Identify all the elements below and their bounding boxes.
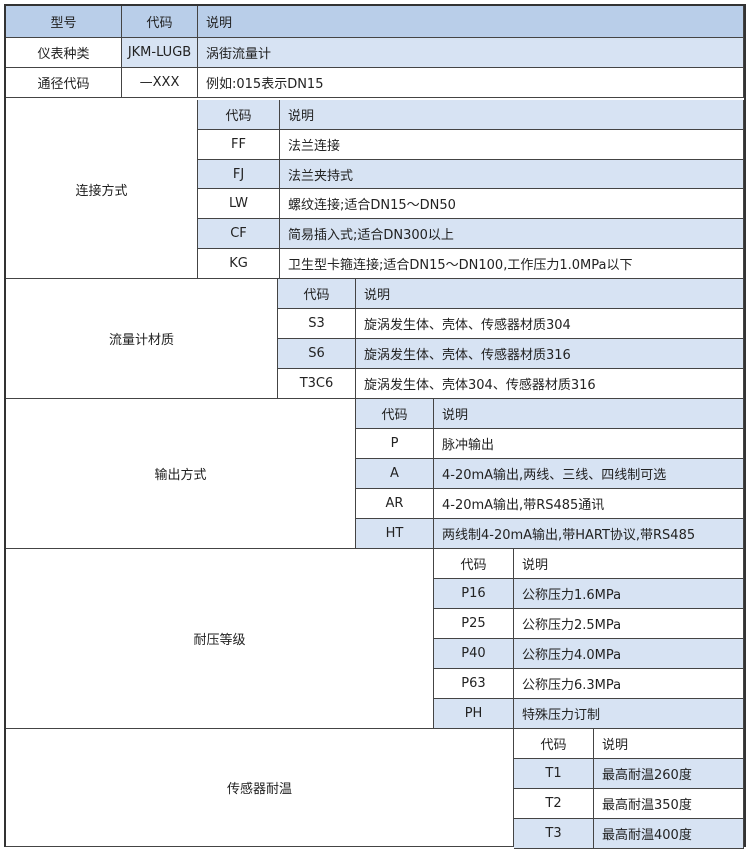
option-code: T1 [514, 759, 594, 789]
option-description: 最高耐温400度 [594, 819, 744, 849]
option-description: 公称压力4.0MPa [514, 639, 744, 669]
top-row-code: JKM-LUGB [122, 38, 198, 68]
option-description: 螺纹连接;适合DN15～DN50 [280, 189, 744, 219]
option-code: T3 [514, 819, 594, 849]
description-header: 说明 [594, 729, 744, 759]
option-description: 公称压力2.5MPa [514, 609, 744, 639]
option-description: 旋涡发生体、壳体、传感器材质316 [356, 339, 744, 369]
section-label: 传感器耐温 [6, 729, 514, 847]
option-description: 法兰夹持式 [280, 160, 744, 189]
option-code: FJ [198, 160, 280, 189]
option-code: P25 [434, 609, 514, 639]
option-description: 4-20mA输出,带RS485通讯 [434, 489, 744, 519]
option-code: T3C6 [278, 369, 356, 399]
code-header: 代码 [278, 279, 356, 309]
code-header: 代码 [198, 100, 280, 130]
option-code: PH [434, 699, 514, 729]
option-code: P40 [434, 639, 514, 669]
option-code: P63 [434, 669, 514, 699]
top-row-model: 通径代码 [6, 68, 122, 98]
model-selection-table: 型号 代码 说明 仪表种类 JKM-LUGB 涡街流量计 通径代码 —XXX 例如:015表示D… [4, 4, 746, 849]
option-description: 卫生型卡箍连接;适合DN15～DN100,工作压力1.0MPa以下 [280, 249, 744, 279]
option-code: AR [356, 489, 434, 519]
option-description: 最高耐温350度 [594, 789, 744, 819]
option-code: P [356, 429, 434, 459]
option-code: T2 [514, 789, 594, 819]
option-description: 旋涡发生体、壳体304、传感器材质316 [356, 369, 744, 399]
option-code: HT [356, 519, 434, 549]
option-description: 简易插入式;适合DN300以上 [280, 219, 744, 249]
top-row-model: 仪表种类 [6, 38, 122, 68]
description-header: 说明 [280, 100, 744, 130]
option-code: KG [198, 249, 280, 279]
option-description: 脉冲输出 [434, 429, 744, 459]
option-code: CF [198, 219, 280, 249]
section-label: 输出方式 [6, 399, 356, 549]
description-header: 说明 [514, 549, 744, 579]
top-row-description: 例如:015表示DN15 [198, 68, 744, 98]
description-header: 说明 [356, 279, 744, 309]
option-description: 公称压力1.6MPa [514, 579, 744, 609]
option-code: FF [198, 130, 280, 160]
top-row-code: —XXX [122, 68, 198, 98]
section-label: 耐压等级 [6, 549, 434, 729]
option-description: 公称压力6.3MPa [514, 669, 744, 699]
option-description: 旋涡发生体、壳体、传感器材质304 [356, 309, 744, 339]
header-code: 代码 [122, 6, 198, 38]
code-header: 代码 [356, 399, 434, 429]
option-code: LW [198, 189, 280, 219]
header-model: 型号 [6, 6, 122, 38]
code-header: 代码 [514, 729, 594, 759]
section-label: 流量计材质 [6, 279, 278, 399]
option-code: S6 [278, 339, 356, 369]
option-description: 特殊压力订制 [514, 699, 744, 729]
option-description: 两线制4-20mA输出,带HART协议,带RS485 [434, 519, 744, 549]
option-code: P16 [434, 579, 514, 609]
description-header: 说明 [434, 399, 744, 429]
code-header: 代码 [434, 549, 514, 579]
option-description: 4-20mA输出,两线、三线、四线制可选 [434, 459, 744, 489]
top-row-description: 涡街流量计 [198, 38, 744, 68]
section-label: 连接方式 [6, 100, 198, 279]
option-description: 最高耐温260度 [594, 759, 744, 789]
header-description: 说明 [198, 6, 744, 38]
option-code: A [356, 459, 434, 489]
option-description: 法兰连接 [280, 130, 744, 160]
option-code: S3 [278, 309, 356, 339]
